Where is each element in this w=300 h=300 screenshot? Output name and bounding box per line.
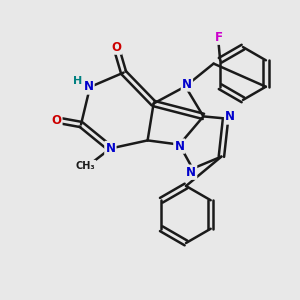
Text: O: O: [111, 40, 121, 54]
Text: N: N: [105, 142, 116, 155]
Text: H: H: [73, 76, 82, 86]
Text: CH₃: CH₃: [76, 161, 95, 171]
Text: N: N: [174, 140, 184, 153]
Text: N: N: [186, 166, 196, 179]
Text: F: F: [214, 31, 223, 44]
Text: N: N: [182, 77, 192, 91]
Text: N: N: [225, 110, 235, 124]
Text: N: N: [83, 80, 94, 94]
Text: O: O: [51, 113, 62, 127]
